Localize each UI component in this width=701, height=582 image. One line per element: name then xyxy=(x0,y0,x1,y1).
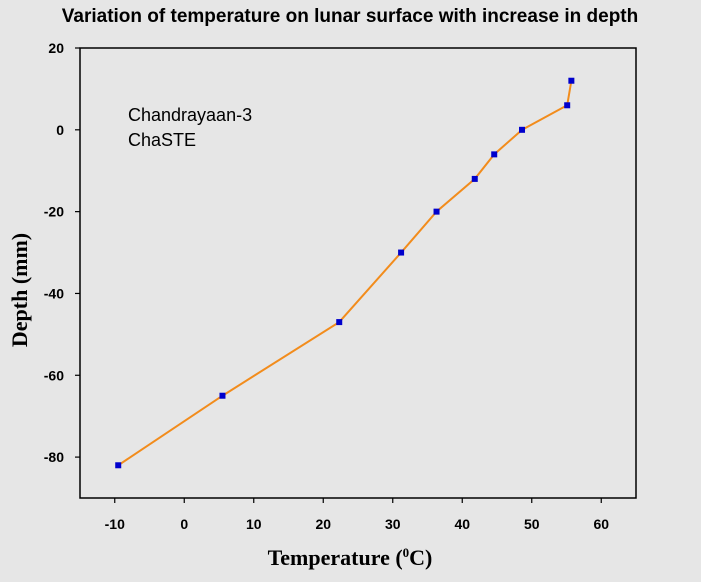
data-point xyxy=(471,175,478,182)
x-tick-label: 40 xyxy=(454,516,470,532)
series-line xyxy=(117,80,573,467)
x-tick-label: -10 xyxy=(105,516,125,532)
x-axis-title-main: Temperature ( xyxy=(268,545,403,570)
series-group xyxy=(115,77,575,469)
x-tick-label: 30 xyxy=(385,516,401,532)
y-tick-label: -20 xyxy=(44,204,64,220)
x-tick-label: 60 xyxy=(593,516,609,532)
x-tick-label: 50 xyxy=(524,516,540,532)
y-tick-label: -60 xyxy=(44,367,64,383)
y-tick-label: 20 xyxy=(48,40,64,56)
data-point xyxy=(568,77,575,84)
x-tick-label: 0 xyxy=(180,516,188,532)
y-tick-label: -80 xyxy=(44,449,64,465)
annotation-instrument: ChaSTE xyxy=(128,130,196,150)
data-point xyxy=(564,102,571,109)
annotation-mission: Chandrayaan-3 xyxy=(128,105,252,125)
data-point xyxy=(433,208,440,215)
data-point xyxy=(398,249,405,256)
y-tick-label: -40 xyxy=(44,285,64,301)
data-point xyxy=(219,392,226,399)
y-axis-title: Depth (mm) xyxy=(7,233,32,347)
x-axis: -10 0 10 20 30 40 50 60 xyxy=(105,498,609,532)
x-axis-title: Temperature (0C) xyxy=(268,545,433,570)
data-point xyxy=(115,462,122,469)
chart-title: Variation of temperature on lunar surfac… xyxy=(62,6,638,27)
x-tick-label: 20 xyxy=(315,516,331,532)
x-axis-title-unit: C) xyxy=(409,545,432,570)
y-axis: 20 0 -20 -40 -60 -80 xyxy=(44,40,80,465)
data-point xyxy=(491,151,498,158)
x-tick-label: 10 xyxy=(246,516,262,532)
y-tick-label: 0 xyxy=(56,122,64,138)
data-point xyxy=(336,319,343,326)
x-axis-title-superscript: 0 xyxy=(403,545,410,560)
data-point xyxy=(519,126,526,133)
plot-frame xyxy=(79,47,637,499)
